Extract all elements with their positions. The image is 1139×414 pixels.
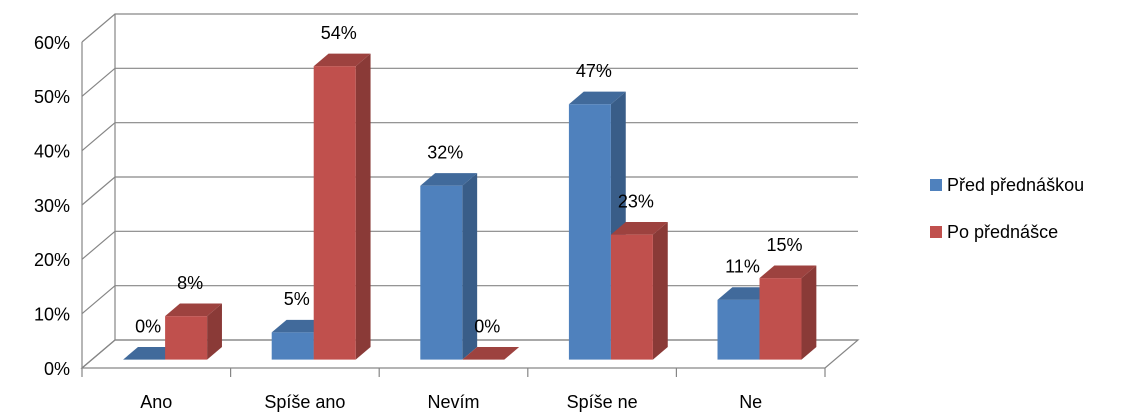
bar [717,299,760,360]
grid-line [81,122,858,152]
data-label: 23% [618,191,654,211]
bar-top [568,91,626,105]
legend-label: Po přednášce [947,222,1058,242]
x-tick-label: Ne [739,392,762,412]
bar [271,332,314,360]
grid-line [81,13,858,43]
data-label: 47% [576,61,612,81]
data-label: 0% [474,316,500,336]
y-tick-label: 50% [34,87,70,107]
bar [313,66,356,360]
bar-top [420,173,478,186]
y-tick-label: 0% [44,359,70,379]
x-tick-label: Spíše ne [567,392,638,412]
x-tick-label: Spíše ano [264,392,345,412]
bar [759,278,802,360]
data-label: 54% [321,23,357,43]
y-tick-label: 10% [34,304,70,324]
y-tick-label: 30% [34,196,70,216]
bar [568,104,611,360]
bar-top [610,222,668,235]
bar-top [759,265,817,279]
bar [420,185,463,360]
x-tick-label: Nevím [427,392,479,412]
data-label: 11% [725,257,760,277]
bar-side [207,303,222,360]
y-tick-label: 60% [34,33,70,53]
bar-top [165,303,222,317]
data-label: 0% [135,316,161,336]
bar-side [652,222,668,360]
x-tick-label: Ano [140,392,172,412]
data-label: 32% [427,142,463,162]
bar-top [313,53,371,67]
grid-line [81,67,858,97]
bar-side [462,173,478,360]
bar [610,234,653,360]
bar-top [462,347,520,360]
legend-swatch [930,226,942,238]
data-label: 15% [766,235,802,255]
bar-side [355,53,371,360]
y-tick-label: 20% [34,250,70,270]
y-tick-label: 40% [34,141,70,161]
legend-swatch [930,179,942,191]
data-label: 8% [177,273,203,293]
legend-label: Před přednáškou [947,175,1084,195]
bar-side [801,265,817,360]
data-label: 5% [284,289,310,309]
bar [165,316,208,360]
